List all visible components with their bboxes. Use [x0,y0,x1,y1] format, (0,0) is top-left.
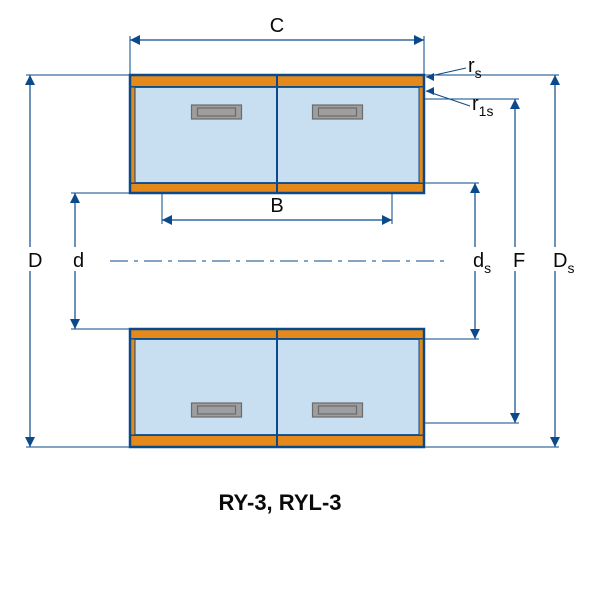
svg-text:B: B [270,195,283,217]
svg-text:C: C [270,15,284,37]
svg-text:D: D [28,250,42,272]
svg-text:d: d [73,250,84,272]
svg-text:r1s: r1s [472,93,493,119]
svg-text:F: F [513,250,525,272]
svg-text:rs: rs [468,55,482,81]
svg-text:RY-3, RYL-3: RY-3, RYL-3 [218,490,341,515]
